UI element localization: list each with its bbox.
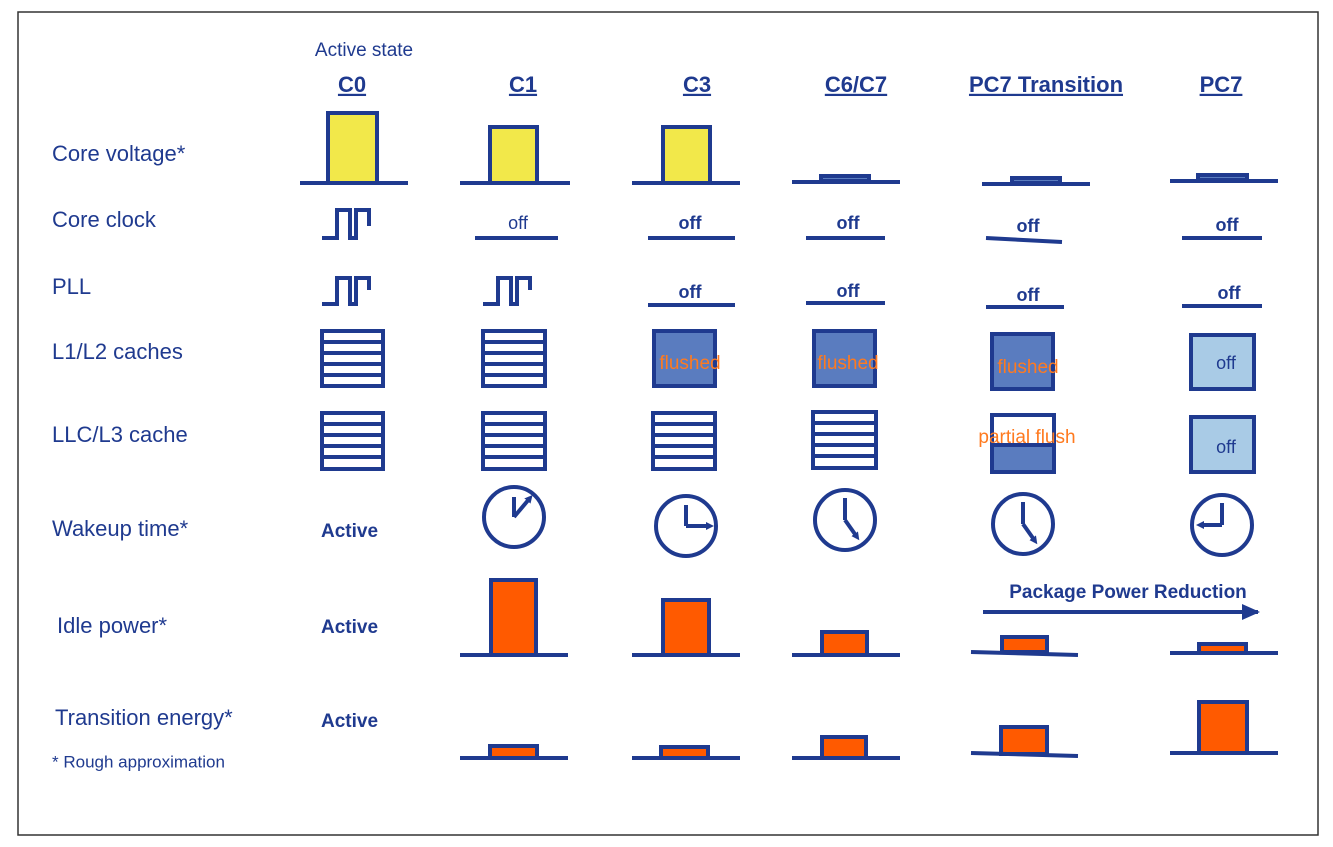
l1-l2-cache-rect [481, 329, 547, 388]
pll-text: off [1218, 283, 1242, 303]
wakeup-time-circle [482, 485, 546, 549]
l1-l2-cache-path [483, 340, 545, 377]
transition-energy-rect [999, 725, 1049, 756]
l1-l2-cache-text: flushed [659, 353, 720, 374]
header-text: C1 [509, 72, 537, 97]
idle-power-rect [1000, 635, 1049, 654]
frame [17, 11, 1319, 836]
core-voltage-rect [488, 125, 539, 185]
row-labels-text: Core voltage* [52, 141, 186, 166]
llc-l3-cache-rect [481, 411, 547, 471]
row-labels-text: Idle power* [57, 613, 168, 638]
row-labels-text: Wakeup time* [52, 516, 189, 541]
llc-l3-cache-rect [811, 410, 878, 470]
l1-l2-cache-text: off [1216, 353, 1237, 373]
row-labels-text: PLL [52, 274, 91, 299]
idle-power-line [970, 650, 1079, 657]
wakeup-time-circle [1190, 493, 1254, 557]
transition-energy-line [970, 751, 1079, 758]
llc-l3-cache-path [813, 421, 876, 458]
core-voltage-rect [326, 111, 379, 185]
transition-energy-text: Active [321, 711, 378, 732]
header-text: PC7 [1200, 72, 1243, 97]
header-text: PC7 Transition [969, 72, 1123, 97]
transition-energy-rect [1197, 700, 1249, 755]
llc-l3-cache-path [483, 422, 545, 459]
pll-text: off [837, 281, 861, 301]
wakeup-time-circle [654, 494, 718, 558]
idle-power-rect [661, 598, 711, 657]
transition-energy-rect [820, 735, 868, 760]
core-clock-path [322, 208, 371, 240]
llc-l3-cache-path [653, 422, 715, 459]
header: Active state C0 C1 C3 C6/C7 PC7 Transiti… [315, 40, 1243, 97]
wakeup-time-circle [991, 492, 1055, 556]
llc-l3-cache-text: partial flush [978, 427, 1075, 448]
row-labels-text: * Rough approximation [52, 752, 225, 771]
llc-l3-cache-rect [1189, 415, 1256, 474]
core-clock-text: off [679, 213, 703, 233]
header-text: C3 [683, 72, 711, 97]
core-voltage-icons [300, 111, 1278, 186]
llc-l3-cache-icons: partial flush off [320, 410, 1256, 474]
core-clock-text: off [508, 213, 529, 233]
llc-l3-cache-rect [651, 411, 717, 471]
l1-l2-cache-rect [812, 329, 877, 388]
llc-l3-cache-rect [990, 443, 1056, 474]
core-clock-text: off [1216, 215, 1240, 235]
pll-text: off [679, 282, 703, 302]
core-clock-line [985, 236, 1063, 244]
l1-l2-cache-rect [320, 329, 385, 388]
l1-l2-cache-rect [652, 329, 717, 388]
pll-path [322, 276, 371, 306]
idle-power-rect [489, 578, 538, 657]
idle-power-icons: Active Package Power Reduction [321, 578, 1278, 657]
header-text: C0 [338, 72, 366, 97]
pll-icons: off off off off [322, 276, 1262, 309]
pll-text: off [1017, 285, 1041, 305]
row-labels-text: Transition energy* [55, 705, 233, 730]
idle-power-text: Package Power Reduction [1009, 582, 1247, 603]
wakeup-time-text: Active [321, 521, 378, 542]
llc-l3-cache-text: off [1216, 437, 1237, 457]
row-labels: Core voltage* Core clock PLL L1/L2 cache… [52, 141, 233, 772]
idle-power-text: Active [321, 617, 378, 638]
wakeup-time-icons: Active [321, 485, 1254, 558]
header-text: C6/C7 [825, 72, 887, 97]
l1-l2-cache-rect [1189, 333, 1256, 391]
core-clock-text: off [837, 213, 861, 233]
core-clock-icons: off off off off off [322, 208, 1262, 244]
llc-l3-cache-rect [320, 411, 385, 471]
l1-l2-cache-icons: flushed flushed flushed off [320, 329, 1256, 391]
pll-path [483, 276, 532, 306]
core-voltage-rect [661, 125, 712, 185]
transition-energy-icons: Active [321, 700, 1278, 760]
row-labels-text: L1/L2 caches [52, 339, 183, 364]
wakeup-time-line [843, 518, 860, 541]
l1-l2-cache-text: flushed [997, 357, 1058, 378]
wakeup-time-line [1021, 522, 1038, 545]
l1-l2-cache-path [322, 340, 383, 377]
core-clock-text: off [1017, 216, 1041, 236]
l1-l2-cache-rect [990, 332, 1055, 391]
row-labels-text: LLC/L3 cache [52, 422, 188, 447]
llc-l3-cache-path [322, 422, 383, 459]
header-text: Active state [315, 40, 413, 61]
idle-power-rect [820, 630, 869, 657]
l1-l2-cache-text: flushed [817, 353, 878, 374]
row-labels-text: Core clock [52, 207, 157, 232]
wakeup-time-line [512, 494, 533, 519]
wakeup-time-circle [813, 488, 877, 552]
